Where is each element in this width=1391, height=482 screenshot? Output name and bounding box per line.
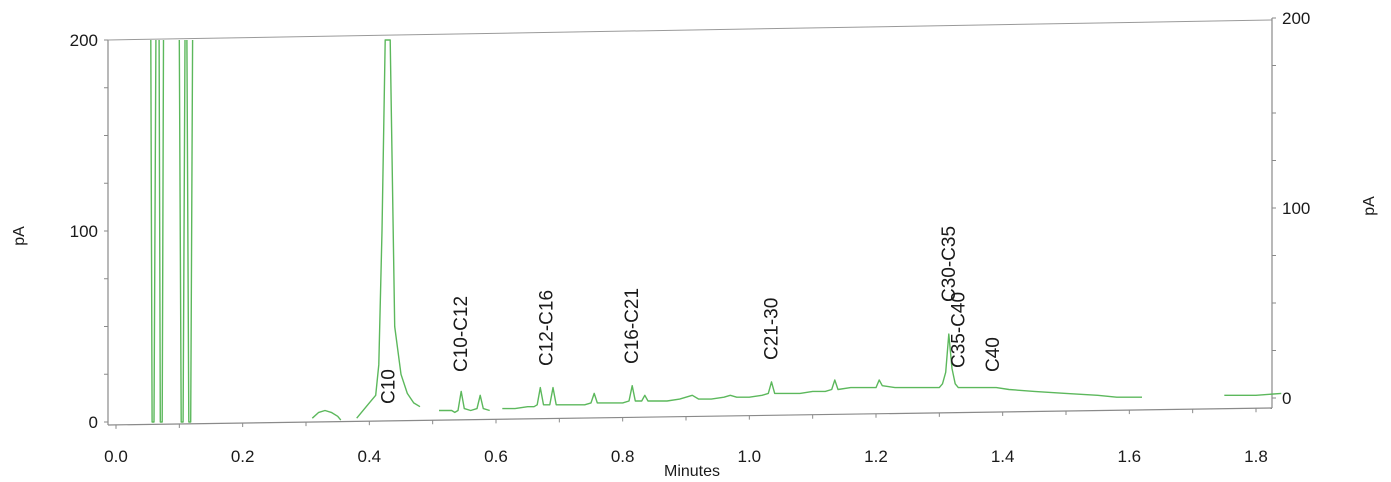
peak-label: C16-C21: [622, 288, 643, 364]
x-axis-line: [107, 407, 1273, 426]
trace-segment: [150, 39, 157, 423]
x-tick-label: 0.2: [231, 447, 255, 466]
x-tick-label: 1.0: [738, 447, 762, 466]
y-tick-label-right: 200: [1282, 9, 1310, 28]
peak-label: C21-30: [762, 298, 783, 360]
trace-segment: [178, 39, 186, 423]
y-tick-label-right: 0: [1282, 389, 1291, 408]
x-tick-label: 0.0: [104, 447, 128, 466]
x-tick-label: 0.8: [611, 447, 635, 466]
peak-labels: C10 C10-C12 C12-C16 C16-C21 C21-30 C30-C35C35…: [378, 226, 1004, 404]
peak-label: C35-C40: [948, 292, 969, 368]
y-tick-label-left: 200: [70, 31, 98, 50]
x-tick-label: 0.6: [484, 447, 508, 466]
x-tick-label: 1.8: [1244, 447, 1268, 466]
peak-label: C40: [983, 337, 1004, 372]
peak-label: C10-C12: [451, 296, 472, 372]
trace-segment: [1224, 392, 1282, 396]
y-tick-label-left: 100: [70, 222, 98, 241]
x-tick-label: 0.4: [358, 447, 382, 466]
y-axis-title-right: pA: [1361, 196, 1378, 216]
y-axis-title-left: pA: [11, 226, 28, 246]
top-frame-line: [107, 19, 1273, 41]
trace-segment: [158, 39, 165, 423]
trace-segment: [439, 390, 490, 414]
y-tick-label-left: 0: [89, 413, 98, 432]
peak-label: C30-C35: [939, 226, 960, 302]
peak-label: C10: [378, 369, 399, 404]
x-tick-label: 1.6: [1118, 447, 1142, 466]
trace-segment: [311, 409, 342, 421]
trace-segment: [356, 39, 421, 419]
chromatogram-trace: [150, 39, 1282, 423]
x-tick-label: 1.2: [864, 447, 888, 466]
y-tick-label-right: 100: [1282, 199, 1310, 218]
peak-label: C12-C16: [537, 290, 558, 366]
x-tick-label: 1.4: [991, 447, 1015, 466]
trace-segment: [502, 333, 1142, 410]
trace-segment: [186, 39, 194, 423]
x-axis-title: Minutes: [664, 463, 720, 480]
chart-axes: 0 100 200 0 100 200 0.0 0.2 0.4 0.6 0.8 1.0 1.2 1.4 1.…: [70, 9, 1311, 466]
